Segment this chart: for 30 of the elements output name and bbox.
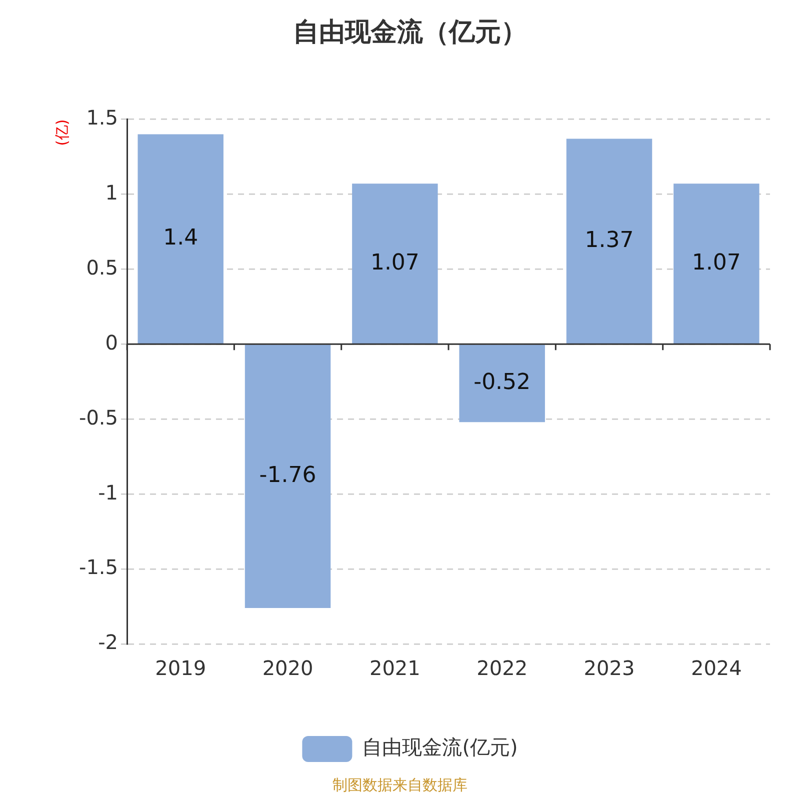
x-tick-label: 2024 (690, 656, 742, 680)
bar (459, 344, 545, 422)
chart-title: 自由现金流（亿元） (293, 17, 527, 48)
data-label: -0.52 (474, 370, 531, 396)
y-tick-label: 0.5 (86, 255, 118, 280)
x-tick-label: 2021 (369, 656, 420, 680)
y-tick-label: -0.5 (78, 405, 118, 430)
bar (674, 184, 760, 344)
data-label: -1.76 (259, 463, 316, 488)
bar (138, 134, 224, 344)
bar (352, 184, 438, 344)
data-label: 1.07 (692, 250, 741, 276)
y-axis-title: (亿) (52, 119, 71, 146)
legend-label: 自由现金流(亿元) (362, 735, 518, 760)
y-tick-label: 1 (105, 180, 118, 204)
y-tick-label: -2 (98, 630, 118, 654)
data-label: 1.4 (163, 226, 198, 251)
y-tick-label: -1.5 (78, 555, 118, 580)
x-tick-label: 2019 (155, 656, 206, 680)
x-tick-label: 2020 (262, 656, 314, 680)
y-tick-label: 0 (105, 330, 118, 354)
y-tick-label: -1 (98, 480, 118, 504)
text: 制图数据来自数据库 (332, 776, 468, 795)
x-tick-label: 2022 (476, 656, 528, 680)
data-label: 1.37 (584, 228, 634, 253)
y-tick-label: 1.5 (86, 105, 118, 130)
bar (566, 138, 652, 344)
bar (244, 344, 331, 608)
x-tick-label: 2023 (584, 656, 635, 680)
data-label: 1.07 (370, 250, 420, 276)
